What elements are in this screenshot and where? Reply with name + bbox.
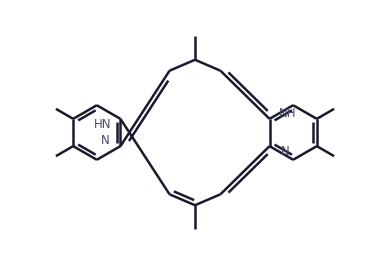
- Text: N: N: [281, 145, 289, 158]
- Text: N: N: [101, 134, 109, 147]
- Text: NH: NH: [279, 107, 296, 120]
- Text: HN: HN: [94, 118, 111, 131]
